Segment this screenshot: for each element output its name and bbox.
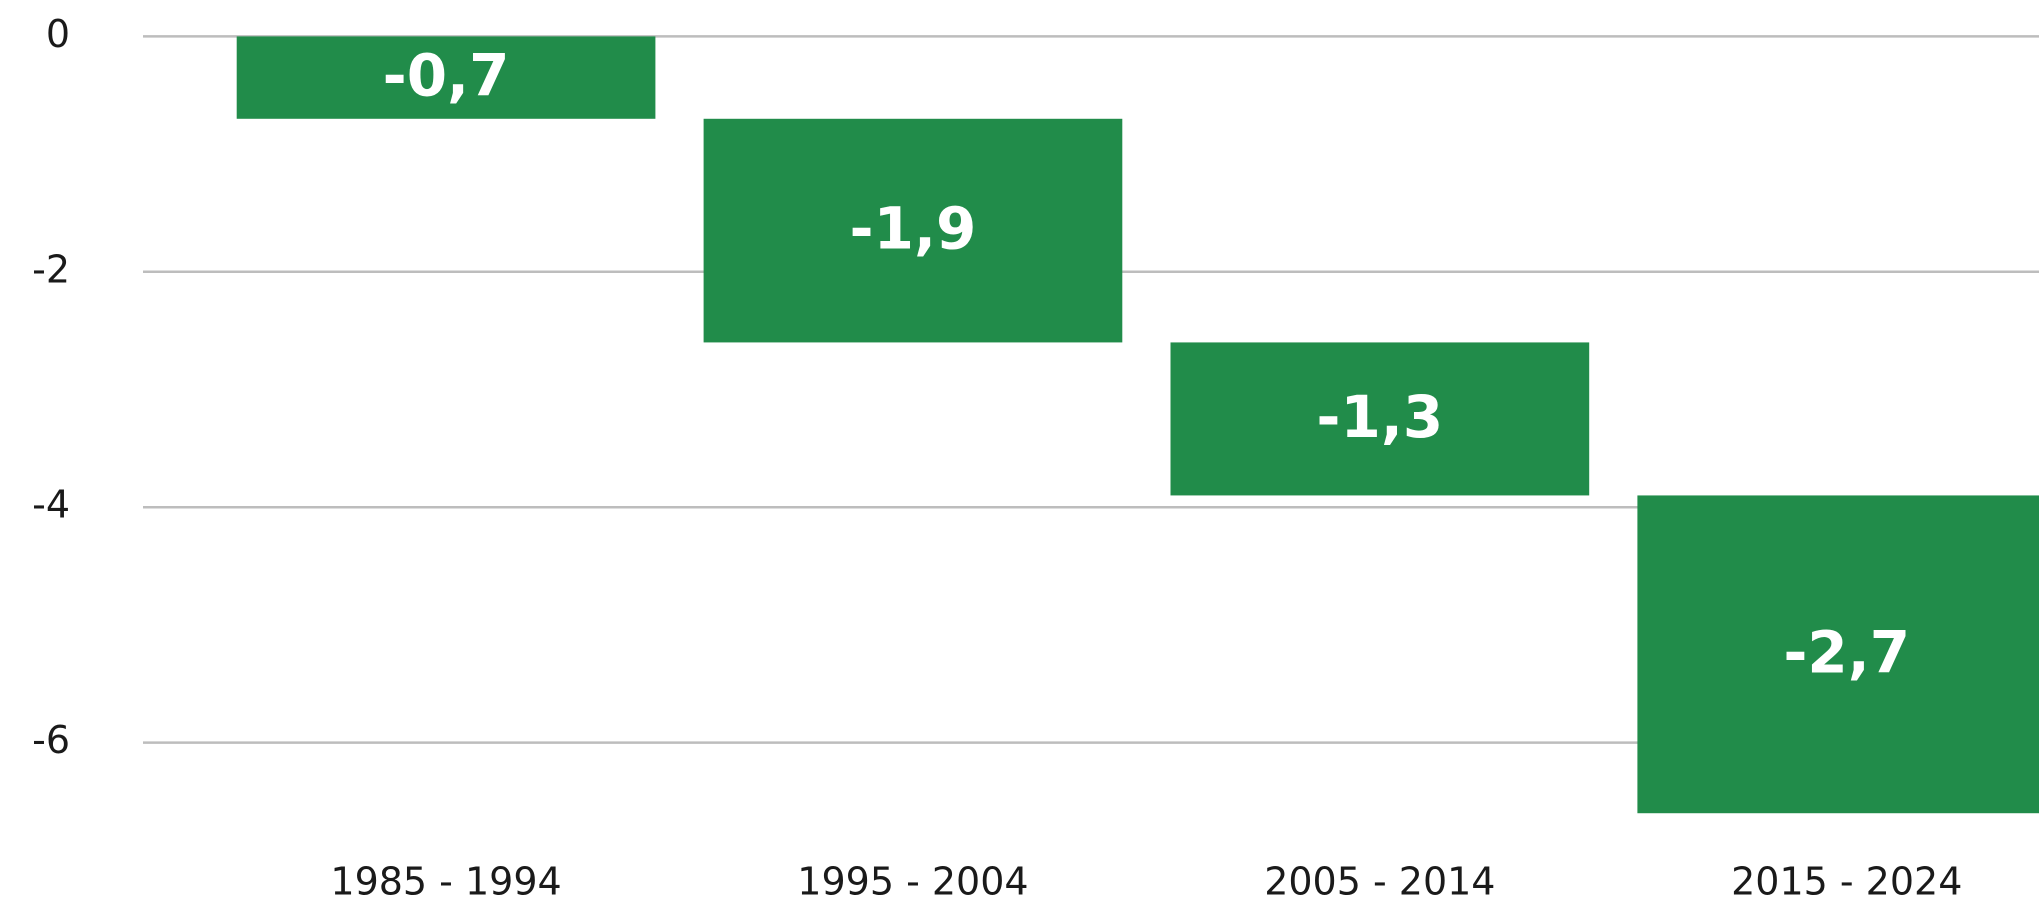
bar: [1637, 495, 2039, 814]
y-tick-label: -4: [32, 483, 70, 527]
y-tick-label: -2: [32, 247, 70, 291]
bar: [1170, 342, 1590, 496]
x-tick-label: 2005 - 2014: [1264, 860, 1495, 904]
y-tick-label: -6: [32, 718, 70, 762]
value-label: -1,9: [850, 195, 977, 263]
bar: [703, 118, 1123, 343]
value-label: -1,3: [1316, 383, 1443, 451]
x-tick-label: 2015 - 2024: [1731, 860, 1962, 904]
bar: [236, 36, 656, 119]
y-tick-label: 0: [46, 12, 70, 56]
value-label: -2,7: [1783, 618, 1910, 686]
x-tick-label: 1995 - 2004: [797, 860, 1028, 904]
value-label: -0,7: [383, 42, 510, 110]
x-tick-label: 1985 - 1994: [330, 860, 561, 904]
